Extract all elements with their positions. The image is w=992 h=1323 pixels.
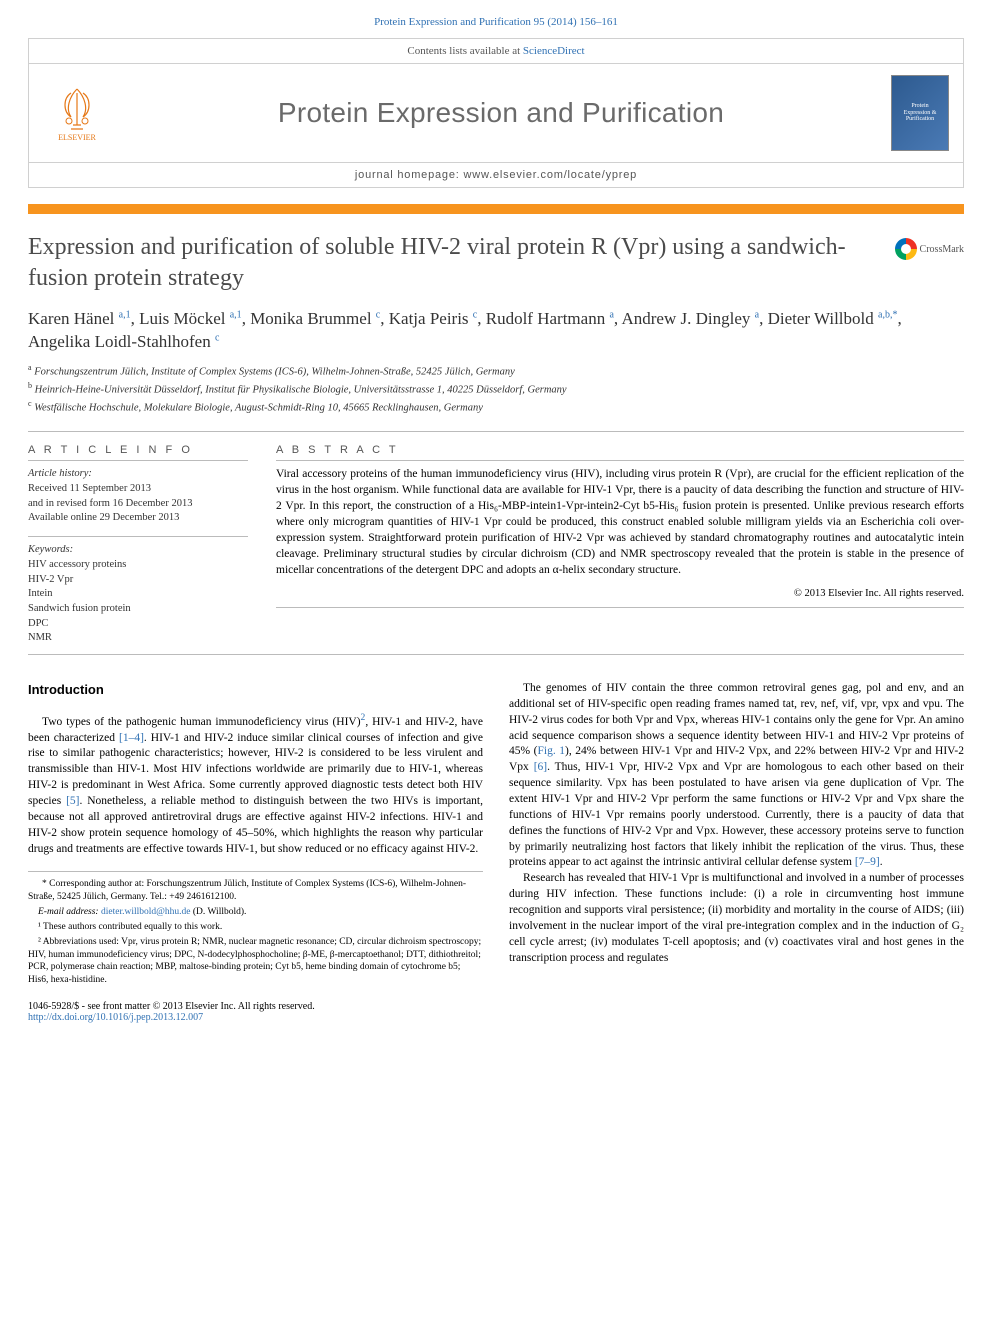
journal-cover-thumbnail[interactable]: Protein Expression & Purification [891, 75, 949, 151]
journal-title: Protein Expression and Purification [111, 97, 891, 129]
doi-link[interactable]: http://dx.doi.org/10.1016/j.pep.2013.12.… [28, 1012, 203, 1023]
email-link[interactable]: dieter.willbold@hhu.de [101, 907, 191, 917]
homepage-prefix: journal homepage: [355, 169, 464, 181]
abstract-rule [276, 460, 964, 461]
journal-title-row: ELSEVIER Protein Expression and Purifica… [29, 64, 963, 162]
sciencedirect-link[interactable]: ScienceDirect [523, 45, 585, 57]
homepage-bar: journal homepage: www.elsevier.com/locat… [29, 162, 963, 187]
rule-below-abstract [28, 654, 964, 655]
keyword: Sandwich fusion protein [28, 602, 248, 617]
footer-copyright: 1046-5928/$ - see front matter © 2013 El… [28, 1001, 315, 1012]
elsevier-label: ELSEVIER [58, 133, 96, 142]
cover-text-1: Protein [911, 103, 928, 110]
abstract-bottom-rule [276, 607, 964, 608]
crossmark-badge[interactable]: CrossMark [895, 232, 964, 260]
affiliation-line: a Forschungszentrum Jülich, Institute of… [28, 362, 964, 380]
history-label: Article history: [28, 467, 248, 482]
history-line: Received 11 September 2013 [28, 482, 248, 497]
keywords-label: Keywords: [28, 543, 248, 558]
elsevier-tree-icon [57, 85, 97, 133]
rule-above-info [28, 431, 964, 432]
keyword: HIV-2 Vpr [28, 573, 248, 588]
footer-left: 1046-5928/$ - see front matter © 2013 El… [28, 1001, 315, 1023]
keywords-rule [28, 536, 248, 537]
affiliation-line: b Heinrich-Heine-Universität Düsseldorf,… [28, 380, 964, 398]
keyword: Intein [28, 587, 248, 602]
citation-link[interactable]: [7–9] [855, 856, 880, 868]
history-line: and in revised form 16 December 2013 [28, 497, 248, 512]
journal-reference-link[interactable]: Protein Expression and Purification 95 (… [374, 16, 618, 28]
contents-prefix: Contents lists available at [407, 45, 522, 57]
article-info-column: A R T I C L E I N F O Article history: R… [28, 444, 248, 646]
affiliations: a Forschungszentrum Jülich, Institute of… [0, 362, 992, 427]
orange-divider [28, 204, 964, 214]
citation-link[interactable]: [5] [66, 795, 79, 807]
article-title: Expression and purification of soluble H… [28, 232, 895, 294]
crossmark-icon [895, 238, 917, 260]
copyright-line: © 2013 Elsevier Inc. All rights reserved… [276, 578, 964, 599]
elsevier-logo[interactable]: ELSEVIER [43, 74, 111, 152]
keyword: NMR [28, 631, 248, 646]
keyword: HIV accessory proteins [28, 558, 248, 573]
cover-text-3: Purification [906, 116, 934, 123]
keyword: DPC [28, 617, 248, 632]
figure-link[interactable]: Fig. 1 [537, 745, 565, 757]
keywords-block: Keywords: HIV accessory proteins HIV-2 V… [28, 543, 248, 646]
body-paragraph: The genomes of HIV contain the three com… [509, 681, 964, 871]
contents-bar: Contents lists available at ScienceDirec… [29, 39, 963, 64]
intro-paragraph-1: Two types of the pathogenic human immuno… [28, 711, 483, 858]
article-info-head: A R T I C L E I N F O [28, 444, 248, 460]
citation-link[interactable]: [1–4] [119, 732, 144, 744]
footnote-email: E-mail address: dieter.willbold@hhu.de (… [28, 906, 483, 919]
page-footer: 1046-5928/$ - see front matter © 2013 El… [0, 997, 992, 1041]
journal-reference: Protein Expression and Purification 95 (… [0, 0, 992, 38]
article-history: Article history: Received 11 September 2… [28, 467, 248, 526]
body-paragraph: Research has revealed that HIV-1 Vpr is … [509, 871, 964, 966]
affiliation-line: c Westfälische Hochschule, Molekulare Bi… [28, 398, 964, 416]
footnote-equal-contrib: ¹ These authors contributed equally to t… [28, 921, 483, 934]
crossmark-label: CrossMark [920, 244, 964, 255]
abstract-text: Viral accessory proteins of the human im… [276, 467, 964, 578]
footnotes: * Corresponding author at: Forschungszen… [28, 871, 483, 987]
history-line: Available online 29 December 2013 [28, 511, 248, 526]
citation-link[interactable]: [6] [534, 761, 547, 773]
footnote-corresponding: * Corresponding author at: Forschungszen… [28, 878, 483, 904]
authors-list: Karen Hänel a,1, Luis Möckel a,1, Monika… [0, 308, 992, 362]
abstract-column: A B S T R A C T Viral accessory proteins… [276, 444, 964, 646]
info-rule [28, 460, 248, 461]
body-column-right: The genomes of HIV contain the three com… [509, 681, 964, 989]
journal-header-box: Contents lists available at ScienceDirec… [28, 38, 964, 188]
abstract-head: A B S T R A C T [276, 444, 964, 460]
footnote-abbreviations: ² Abbreviations used: Vpr, virus protein… [28, 936, 483, 987]
body-column-left: Introduction Two types of the pathogenic… [28, 681, 483, 989]
homepage-url[interactable]: www.elsevier.com/locate/yprep [463, 169, 637, 181]
introduction-heading: Introduction [28, 681, 483, 699]
